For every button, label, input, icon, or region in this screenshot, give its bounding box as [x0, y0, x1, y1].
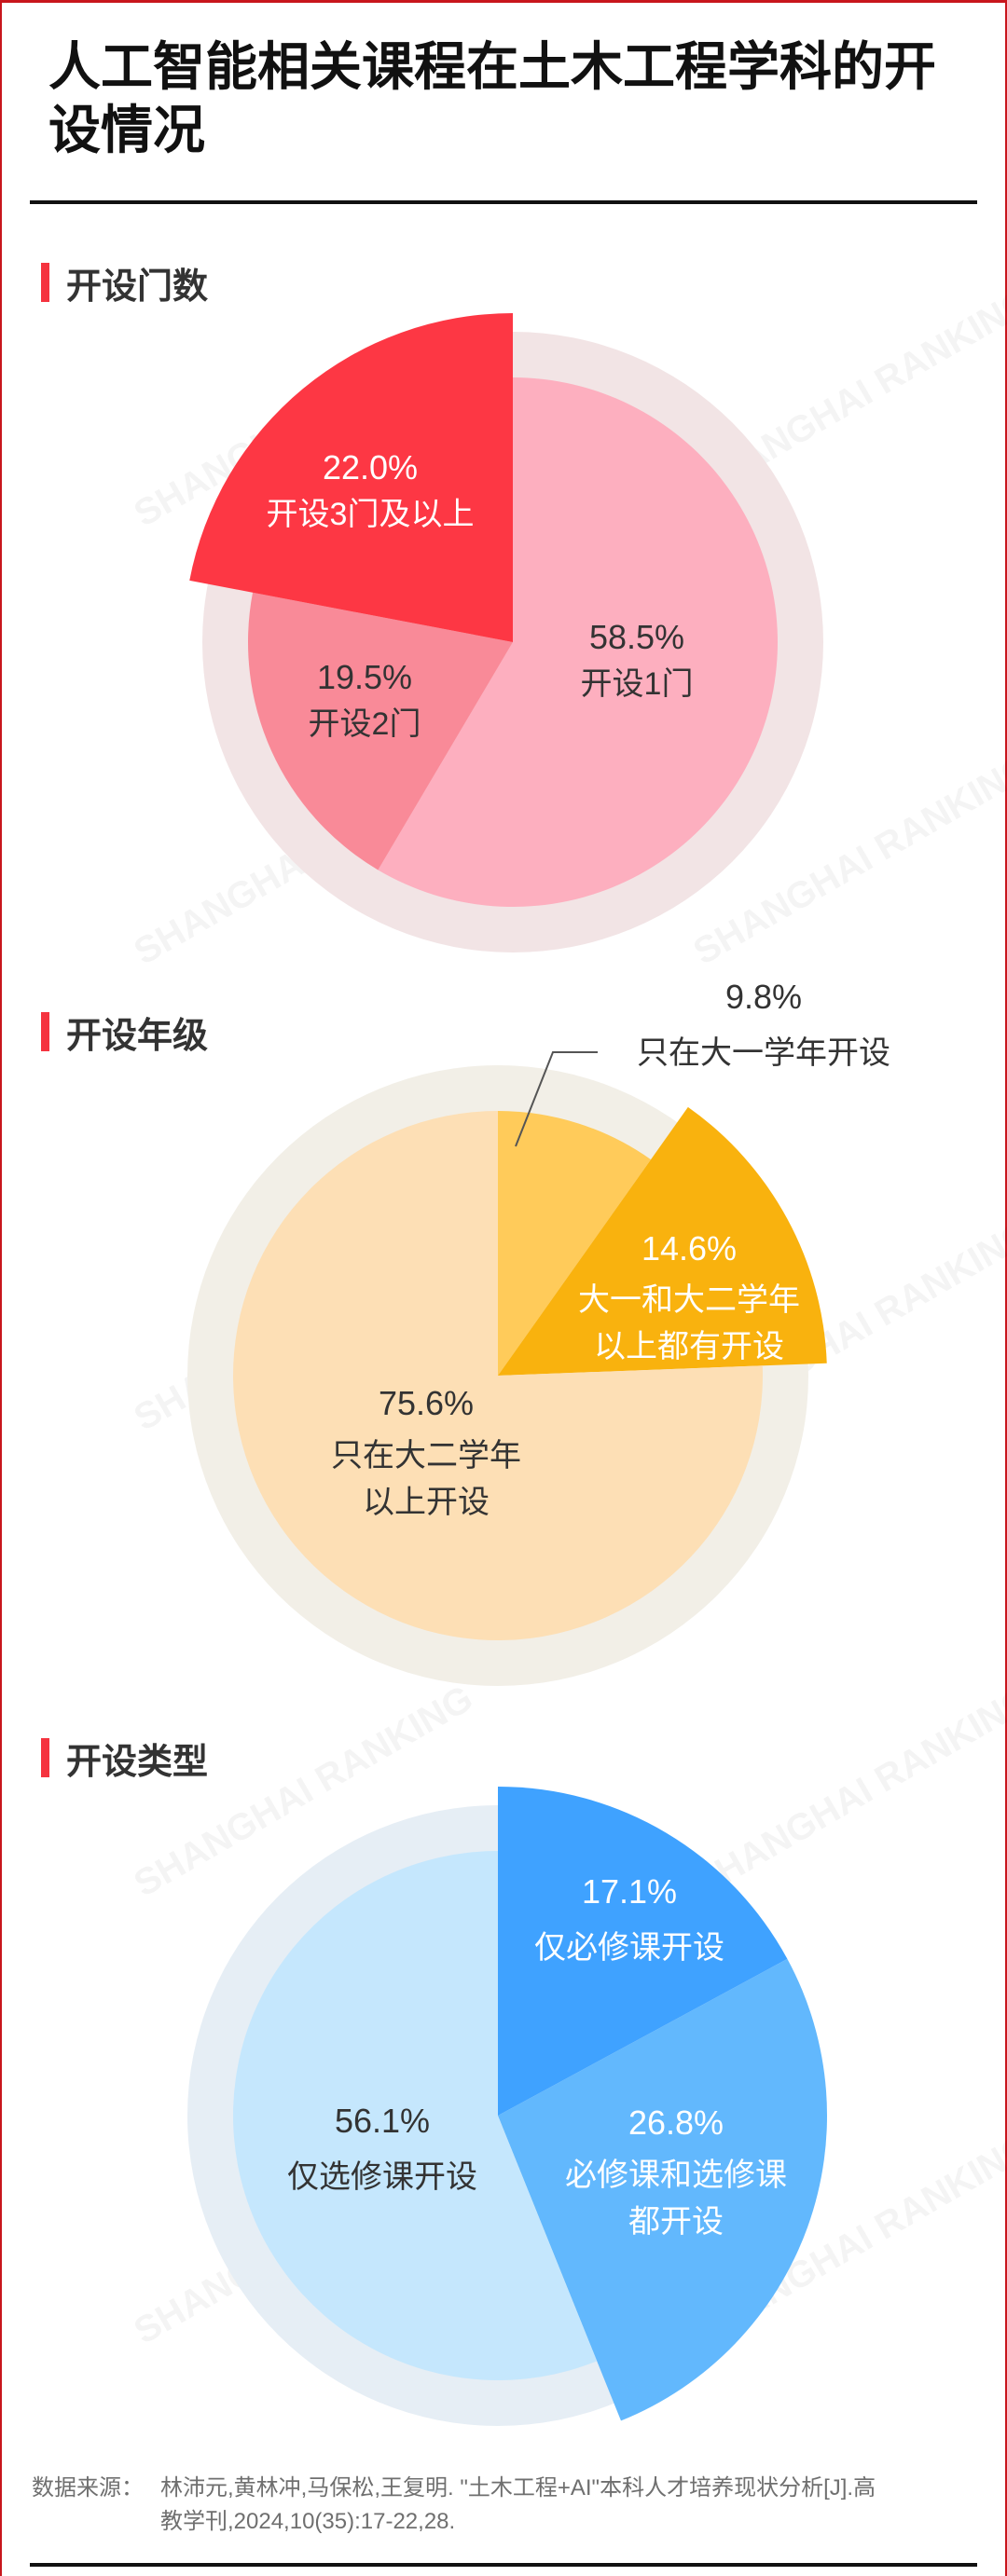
- accent-bar: [41, 1012, 49, 1051]
- pie-slice: [498, 1111, 652, 1376]
- pie-slice: [233, 1851, 598, 2380]
- pie-slice: [498, 1958, 828, 2421]
- pie-chart-course-count: [189, 313, 823, 952]
- data-label: 75.6% 只在大二学年 以上开设: [331, 1384, 521, 1520]
- source-label: 数据来源：: [32, 2475, 144, 2501]
- pie-slice: [378, 377, 779, 907]
- pie-slice: [233, 1111, 764, 1641]
- accent-bar: [41, 1738, 49, 1777]
- pie-chart-grade: [187, 1065, 827, 1686]
- data-label: 14.6% 大一和大二学年 以上都有开设: [578, 1229, 800, 1364]
- data-label: 17.1% 仅必修课开设: [534, 1872, 724, 1966]
- data-label: 58.5% 开设1门: [580, 618, 694, 702]
- data-label: 22.0% 开设3门及以上: [266, 448, 475, 532]
- pie-slice: [498, 1787, 788, 2116]
- section-heading-course-count: 开设门数: [41, 263, 208, 307]
- pie-slice: [189, 313, 513, 642]
- source-citation: 林沛元,黄林冲,马保松,王复明. "土木工程+AI"本科人才培养现状分析[J].…: [160, 2475, 876, 2534]
- data-label: 26.8% 必修课和选修课 都开设: [565, 2103, 787, 2240]
- footer-divider: [30, 2563, 977, 2567]
- data-label: 56.1% 仅选修课开设: [287, 2102, 477, 2195]
- callout-line: [515, 1051, 598, 1147]
- data-label: 9.8% 只在大一学年开设: [637, 978, 890, 1071]
- accent-bar: [41, 263, 49, 302]
- pie-slice: [248, 592, 513, 870]
- data-label: 19.5% 开设2门: [308, 658, 421, 742]
- page-title: 人工智能相关课程在土木工程学科的开设情况: [48, 37, 936, 159]
- title-divider: [30, 200, 977, 204]
- section-heading-grade: 开设年级: [41, 1012, 208, 1056]
- section-heading-type: 开设类型: [41, 1738, 208, 1782]
- pie-chart-type: [187, 1787, 828, 2426]
- pie-slice: [498, 1106, 827, 1376]
